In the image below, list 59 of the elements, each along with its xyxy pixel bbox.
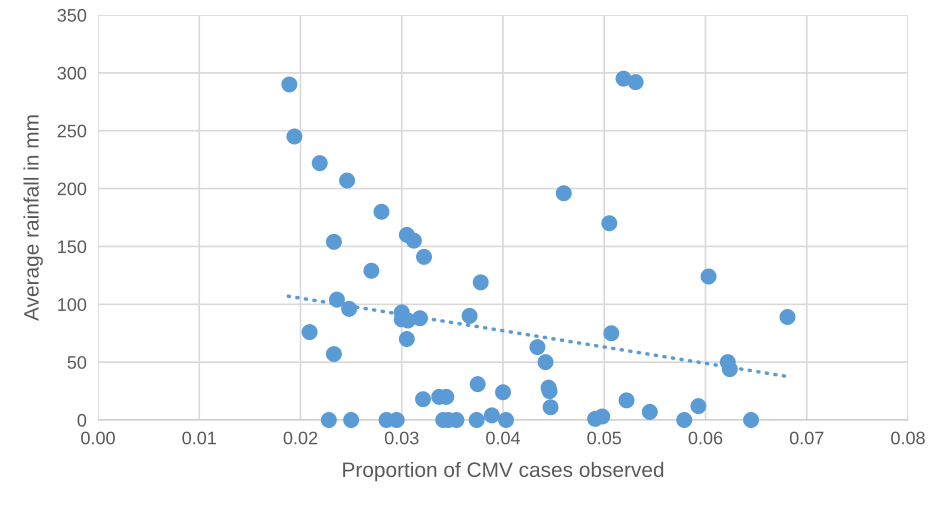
point — [416, 248, 432, 265]
point — [556, 185, 572, 202]
point — [628, 74, 644, 90]
x-tick-label: 0.00 — [81, 432, 115, 444]
point — [406, 232, 422, 249]
point — [538, 354, 554, 370]
point — [341, 300, 358, 317]
point — [542, 399, 559, 416]
y-tick-label: 100 — [58, 298, 86, 312]
y-tick-label: 350 — [57, 8, 86, 22]
point — [339, 172, 356, 188]
y-tick-label: 150 — [58, 240, 86, 254]
point — [642, 404, 658, 420]
point — [470, 376, 486, 392]
point — [281, 76, 298, 92]
x-tick-label: 0.04 — [486, 432, 520, 444]
point — [484, 407, 500, 424]
point — [320, 412, 337, 428]
point — [468, 412, 485, 428]
point — [326, 346, 342, 362]
point — [412, 310, 428, 326]
x-tick-label: 0.06 — [688, 432, 722, 444]
point — [415, 391, 431, 408]
point — [398, 331, 415, 347]
y-tick-label: 250 — [58, 124, 86, 138]
x-tick-label: 0.03 — [384, 432, 419, 444]
point — [616, 70, 632, 87]
point — [286, 128, 302, 144]
x-axis-title: Proportion of CMV cases observed — [343, 462, 664, 482]
point — [495, 384, 511, 400]
point — [743, 412, 760, 428]
x-tick-label: 0.05 — [587, 432, 622, 444]
y-axis-title: Average rainfall in mm — [23, 115, 43, 321]
point — [472, 274, 489, 290]
x-tick-label: 0.07 — [790, 432, 824, 444]
point — [462, 308, 478, 324]
y-tick-label: 200 — [58, 182, 86, 196]
point — [343, 412, 360, 428]
point — [601, 215, 618, 232]
point — [312, 155, 328, 172]
x-tick-label: 0.01 — [182, 432, 216, 444]
y-tick-label: 50 — [68, 356, 86, 369]
point — [676, 412, 692, 428]
point — [374, 204, 390, 220]
point — [690, 398, 706, 414]
point — [498, 412, 514, 428]
point — [302, 324, 318, 340]
y-tick-label: 0 — [78, 414, 86, 427]
point — [700, 268, 717, 284]
x-tick-label: 0.02 — [284, 432, 318, 444]
point — [529, 339, 546, 356]
point — [780, 309, 796, 325]
point — [363, 262, 380, 279]
y-tick-label: 300 — [57, 66, 86, 80]
point — [618, 392, 635, 408]
point — [328, 292, 345, 308]
x-tick-label: 0.08 — [891, 432, 925, 444]
point — [326, 234, 342, 250]
point — [603, 325, 620, 342]
